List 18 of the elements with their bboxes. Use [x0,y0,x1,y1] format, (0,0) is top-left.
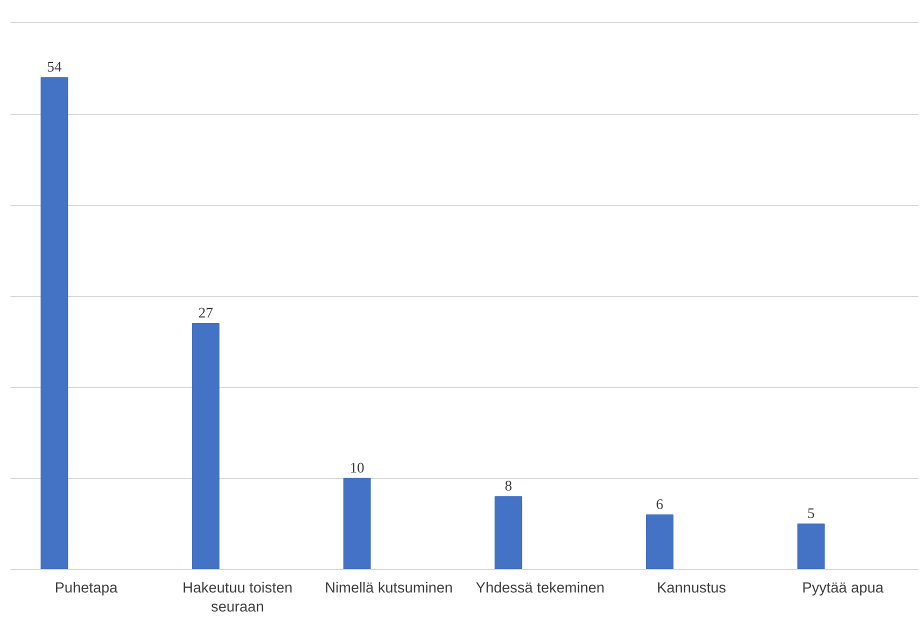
x-tick-label: Pyytää apua [802,580,884,596]
x-tick-label: Yhdessä tekeminen [476,580,605,596]
bar [494,496,522,570]
bar [343,478,371,570]
bar [797,523,825,570]
x-tick-label: Nimellä kutsuminen [324,580,453,596]
data-label: 8 [504,478,512,495]
data-label: 5 [807,506,815,522]
bar [192,323,220,570]
bar [40,77,68,570]
bar [646,514,674,570]
x-tick-label: Kannustus [656,580,726,596]
x-tick-label: Puhetapa [54,580,118,596]
data-label: 10 [350,460,364,476]
data-label: 27 [198,306,214,322]
data-label: 6 [656,496,664,513]
data-label: 54 [47,60,62,76]
x-tick-label: Hakeutuu toisten seuraan [182,580,293,616]
